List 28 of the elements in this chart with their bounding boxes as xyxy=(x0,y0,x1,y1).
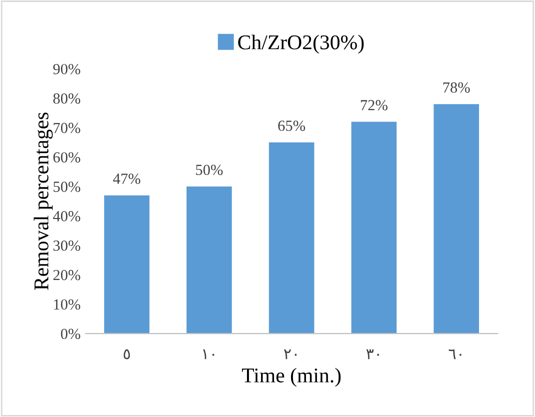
bar xyxy=(186,186,232,334)
x-tick-label: ٣٠ xyxy=(366,349,379,360)
text: 78% xyxy=(443,82,470,93)
legend-label: Ch/ZrO2(30%) xyxy=(238,34,364,54)
x-axis-title: Time (min.) xyxy=(242,368,341,387)
text: 47% xyxy=(113,174,140,184)
y-tick-label: 60% xyxy=(53,152,80,163)
y-tick-label: 90% xyxy=(53,64,80,74)
x-tick-label: ٦٠ xyxy=(448,349,462,360)
y-tick-label: 20% xyxy=(53,270,80,280)
y-tick-label: 30% xyxy=(53,240,80,251)
bar xyxy=(351,122,397,334)
x-tick-label: ١٠ xyxy=(203,349,214,360)
y-tick-label: 40% xyxy=(53,211,80,222)
y-tick-label: 70% xyxy=(54,122,80,134)
y-tick-label: 0% xyxy=(60,328,80,340)
y-axis-title: Removal percentages xyxy=(34,112,53,290)
y-tick-label: 50% xyxy=(54,182,80,192)
bar xyxy=(104,195,150,334)
bar xyxy=(268,142,314,334)
x-tick-label: ٥ xyxy=(124,349,130,360)
text: 50% xyxy=(196,164,223,176)
text: 65% xyxy=(278,120,306,131)
x-tick-label: ٢٠ xyxy=(284,349,296,360)
bar xyxy=(434,104,480,334)
y-tick-label: 10% xyxy=(54,299,80,310)
y-tick-label: 80% xyxy=(53,93,80,104)
text: 72% xyxy=(360,100,388,110)
